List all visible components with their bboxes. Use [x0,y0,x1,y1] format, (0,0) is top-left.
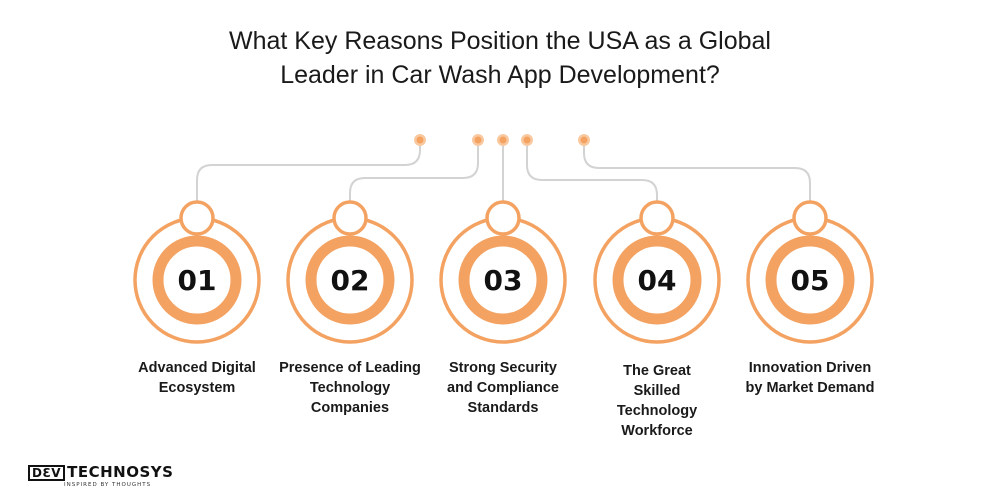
connector-02 [349,140,479,212]
badge-number: 05 [791,264,830,297]
reason-label-05: Innovation Driven by Market Demand [726,358,894,398]
label-line: and Compliance [447,380,559,396]
badge-inner-ring [305,235,395,325]
label-line: Technology [309,380,391,396]
connector-01 [196,140,421,212]
badge-knob [485,200,521,236]
badge-knob [179,200,215,236]
reason-label-02: Presence of Leading Technology Companies [261,358,439,418]
label-line: Strong Security [449,360,557,376]
top-dot-03 [497,134,509,146]
label-line: Presence of Leading [279,360,421,376]
badge-number: 03 [484,264,523,297]
top-dot-04 [521,134,533,146]
label-line: The Great [623,363,691,379]
logo-wordmark: DƐV TECHNOSYS [28,464,173,481]
connector-04 [526,140,658,212]
label-line: Skilled [633,383,681,399]
badge-knob [639,200,675,236]
top-dot-02 [472,134,484,146]
label-line: Companies [310,400,390,416]
label-line: Technology [616,403,698,419]
badge-05: 05 [746,200,874,344]
top-dot-01 [414,134,426,146]
label-line: Advanced Digital [138,360,256,376]
badge-01: 01 [133,200,261,344]
badge-knob [332,200,368,236]
connector-05 [583,140,811,212]
reason-label-03: Strong Security and Compliance Standards [419,358,587,418]
logo-monogram: DƐV [28,465,66,481]
diagram-title: What Key Reasons Position the USA as a G… [0,24,1000,92]
badge-number: 02 [331,264,370,297]
badge-inner-ring [458,235,548,325]
badge-number: 04 [638,264,677,297]
logo-text: TECHNOSYS [67,463,174,481]
title-line-2: Leader in Car Wash App Development? [280,61,720,89]
top-dots [414,134,590,146]
badge-inner-ring [152,235,242,325]
badge-02: 02 [286,200,414,344]
reason-label-01: Advanced Digital Ecosystem [113,358,281,398]
label-line: Innovation Driven [748,360,872,376]
badge-inner-ring [612,235,702,325]
badge-inner-ring [765,235,855,325]
top-dot-05 [578,134,590,146]
label-line: Ecosystem [158,380,236,396]
devtechnosys-logo: DƐV TECHNOSYS INSPIRED BY THOUGHTS [28,464,173,492]
connector-lines [196,140,811,212]
label-line: Standards [467,400,539,416]
label-line: by Market Demand [745,380,875,396]
label-line: Workforce [621,423,693,439]
badge-knob [792,200,828,236]
title-line-1: What Key Reasons Position the USA as a G… [229,27,771,55]
reason-label-04: The Great Skilled Technology Workforce [573,361,741,441]
badge-04: 04 [593,200,721,344]
logo-tagline: INSPIRED BY THOUGHTS [64,482,152,488]
badge-03: 03 [439,200,567,344]
badge-number: 01 [178,264,217,297]
